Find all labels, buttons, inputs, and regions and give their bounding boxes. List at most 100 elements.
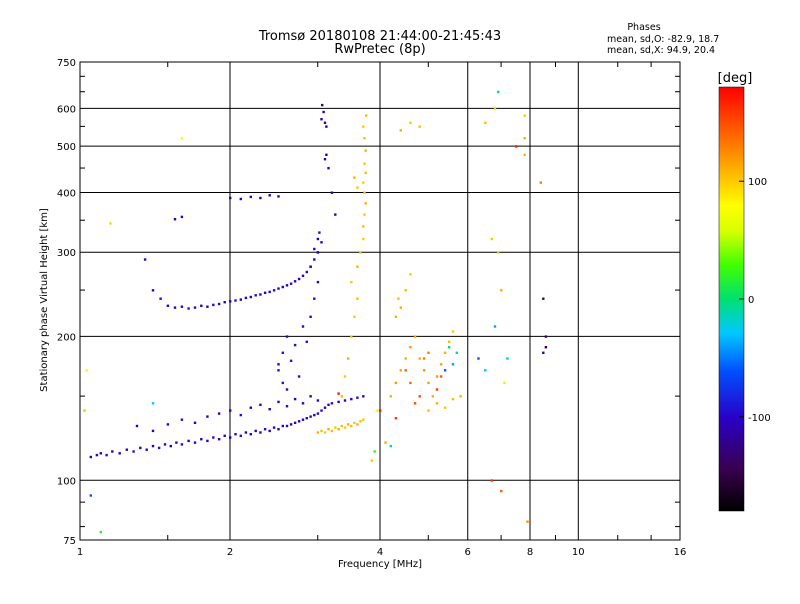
data-point [193, 421, 197, 424]
data-point [206, 439, 209, 443]
data-point [364, 171, 367, 175]
data-point [249, 195, 252, 199]
data-point [99, 530, 102, 534]
data-point [320, 241, 323, 244]
data-point [281, 351, 284, 354]
data-point [435, 402, 439, 405]
data-point [340, 424, 343, 428]
data-point [373, 450, 376, 453]
data-point [337, 392, 340, 395]
data-point [223, 301, 226, 304]
data-point [316, 431, 320, 434]
data-point [125, 448, 128, 451]
x-tick-label: 1 [77, 547, 83, 558]
data-point [268, 408, 271, 411]
data-point [418, 125, 421, 128]
data-point [323, 158, 327, 161]
chart-subtitle: RwPretec (8p) [334, 42, 425, 57]
data-point [544, 346, 548, 349]
data-point [239, 413, 242, 417]
data-point [268, 290, 271, 294]
data-point [206, 305, 209, 308]
data-point [277, 363, 280, 366]
data-point [318, 231, 321, 234]
data-point [239, 434, 242, 437]
data-point [313, 297, 316, 300]
data-point [277, 369, 280, 372]
data-point [389, 395, 392, 398]
data-point [404, 369, 407, 372]
data-point [305, 417, 308, 420]
data-point [413, 402, 417, 405]
data-point [394, 381, 398, 385]
data-point [293, 397, 297, 401]
data-point [285, 405, 289, 408]
data-point [413, 335, 417, 338]
data-point [281, 285, 284, 289]
data-point [409, 121, 412, 124]
data-point [422, 369, 426, 372]
data-point [353, 421, 356, 424]
data-point [427, 381, 430, 385]
data-point [334, 426, 337, 429]
data-point [455, 351, 458, 354]
data-point [394, 315, 398, 318]
data-point [277, 287, 280, 290]
colorbar-tick-label: 100 [748, 177, 767, 188]
data-point [343, 426, 347, 429]
data-point [289, 359, 293, 362]
data-point [268, 194, 271, 197]
data-point [363, 213, 366, 216]
data-point [229, 300, 232, 303]
phases-heading: Phases [627, 22, 660, 33]
data-point [200, 438, 203, 441]
data-point [277, 400, 280, 404]
data-point [362, 395, 365, 398]
data-point [515, 145, 518, 148]
data-point [544, 335, 548, 338]
data-point [139, 446, 142, 450]
data-point [320, 118, 323, 121]
data-points [83, 90, 548, 534]
data-point [313, 258, 316, 261]
data-point [212, 436, 215, 439]
data-point [404, 289, 407, 292]
data-point [297, 375, 301, 378]
data-point [327, 403, 330, 406]
data-point [435, 375, 439, 378]
phases-x-stats: mean, sd,X: 94.9, 20.4 [607, 45, 715, 56]
x-tick-label: 8 [527, 547, 533, 558]
data-point [356, 297, 359, 300]
data-point [289, 423, 293, 426]
data-point [321, 103, 324, 107]
data-point [229, 196, 232, 200]
data-point [268, 429, 271, 433]
data-point [229, 409, 232, 412]
data-point [234, 433, 237, 436]
data-point [259, 293, 262, 296]
data-point [337, 428, 340, 431]
data-point [443, 369, 447, 372]
colorbar-label: [deg] [718, 71, 753, 86]
phases-o-stats: mean, sd,O: -82.9, 18.7 [607, 34, 719, 45]
data-point [105, 453, 108, 457]
colorbar-tick-label: 0 [748, 295, 754, 306]
data-point [285, 335, 289, 338]
data-point [217, 412, 221, 415]
data-point [254, 429, 257, 433]
data-point [151, 402, 155, 405]
data-point [180, 215, 184, 219]
data-point [330, 429, 334, 433]
data-point [223, 434, 226, 437]
data-point [542, 351, 545, 354]
data-point [309, 415, 312, 418]
data-point [323, 121, 327, 124]
data-point [353, 315, 356, 318]
data-point [539, 181, 542, 184]
data-point [399, 306, 402, 309]
data-point [193, 441, 197, 444]
data-point [506, 357, 509, 360]
data-point [327, 167, 330, 170]
data-point [362, 125, 365, 128]
data-point [320, 409, 323, 412]
